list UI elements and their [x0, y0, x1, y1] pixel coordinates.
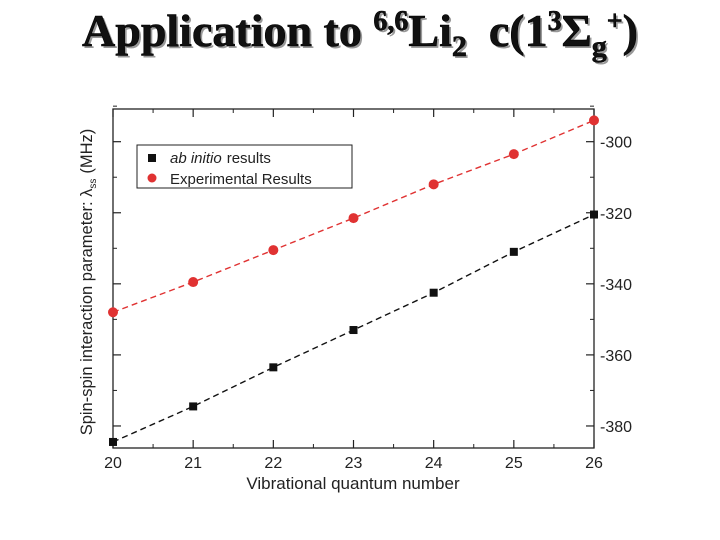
title-isotope: 6,6: [373, 6, 409, 38]
x-tick-label: 22: [264, 455, 282, 472]
legend-marker-experimental: [147, 173, 157, 183]
title-element: Li: [408, 5, 452, 57]
title-state-open: c(1: [488, 5, 548, 57]
y-axis-label-sub: ss: [88, 179, 99, 189]
data-point-experimental: [589, 115, 599, 126]
x-tick-label: 21: [184, 455, 202, 472]
y-tick-label: -320: [600, 206, 632, 223]
data-point-experimental: [188, 277, 199, 288]
data-point-ab-initio: [189, 402, 198, 411]
data-point-experimental: [268, 245, 279, 256]
title-state-mult: 3: [547, 6, 562, 38]
data-point-ab-initio: [590, 210, 598, 219]
legend-marker-ab-initio: [148, 154, 156, 162]
data-point-experimental: [508, 149, 519, 160]
y-axis-label: Spin-spin interaction parameter: λss (MHz…: [78, 129, 99, 436]
title-state-sub: g: [591, 30, 607, 64]
legend-box: [136, 144, 353, 189]
y-axis-label-unit: (MHz): [78, 129, 96, 174]
data-point-experimental: [428, 179, 439, 190]
legend-label-ab-initio-rest: results: [227, 150, 271, 167]
title-prefix: Application to: [82, 5, 362, 57]
data-point-ab-initio: [109, 437, 117, 446]
title-subscript: 2: [451, 30, 468, 64]
title-state-close: ): [622, 5, 638, 57]
x-tick-label: 24: [425, 455, 443, 472]
y-axis-label-main: Spin-spin interaction parameter: λ: [78, 188, 96, 435]
y-tick-label: -300: [600, 135, 632, 152]
data-point-experimental: [348, 213, 359, 224]
x-tick-label: 25: [505, 455, 523, 472]
series-markers: [108, 115, 599, 446]
legend-label-experimental: Experimental Results: [170, 171, 312, 188]
y-tick-labels: -300 -320 -340 -360 -380: [600, 135, 632, 436]
x-tick-labels: 20 21 22 23 24 25 26: [104, 455, 603, 472]
title-state-sym: Σ: [561, 5, 592, 57]
y-tick-label: -380: [600, 419, 632, 436]
legend-label-ab-initio-italic: ab initio: [170, 150, 222, 167]
slide-title: Application to 6,6Li2 c(13Σg+): [0, 4, 720, 64]
data-point-ab-initio: [349, 326, 358, 335]
data-point-ab-initio: [509, 247, 518, 256]
data-point-ab-initio: [429, 288, 438, 297]
x-tick-label: 20: [104, 455, 122, 472]
data-point-ab-initio: [269, 363, 278, 372]
x-tick-label: 26: [585, 455, 603, 472]
data-point-experimental: [108, 307, 118, 318]
y-tick-label: -340: [600, 277, 632, 294]
x-tick-label: 23: [345, 455, 363, 472]
legend-label-ab-initio: ab initio results: [170, 150, 271, 167]
x-axis-label: Vibrational quantum number: [246, 474, 460, 493]
y-tick-label: -360: [600, 348, 632, 365]
legend: ab initio results Experimental Results: [136, 144, 353, 189]
title-state-sup: +: [606, 6, 623, 38]
